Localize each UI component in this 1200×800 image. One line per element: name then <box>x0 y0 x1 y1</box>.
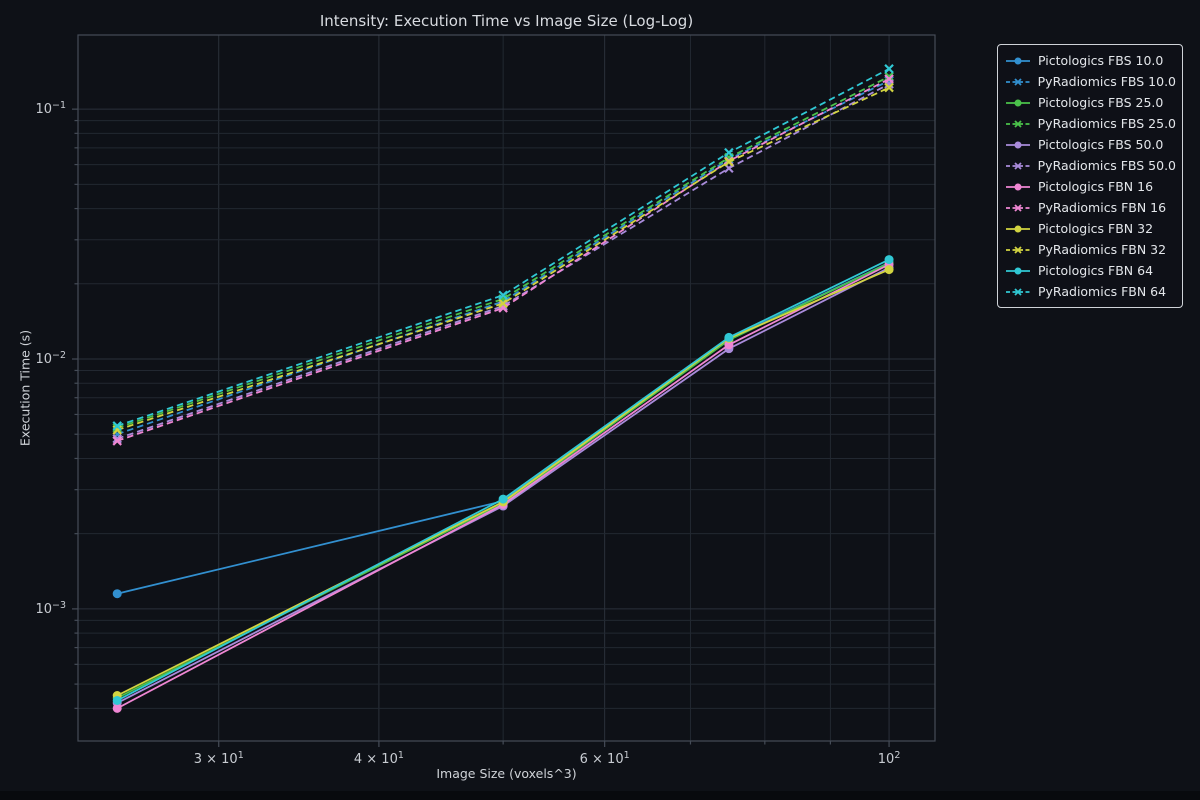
series-line <box>116 266 890 704</box>
solid-line-circle-marker-icon <box>1006 57 1030 64</box>
tick-label: 3 × 101 <box>194 750 244 767</box>
solid-line-circle-marker-icon <box>1006 225 1030 232</box>
series-pictologics-fbn-64 <box>112 255 894 705</box>
tick-label: 10−1 <box>35 100 66 117</box>
legend-item-pictologics-fbs-50-0: Pictologics FBS 50.0 <box>1005 134 1176 155</box>
legend-item-label: Pictologics FBS 10.0 <box>1038 53 1164 68</box>
legend-item-label: PyRadiomics FBN 64 <box>1038 284 1167 299</box>
legend-item-pictologics-fbn-16: Pictologics FBN 16 <box>1005 176 1176 197</box>
legend-item-label: PyRadiomics FBS 50.0 <box>1037 158 1176 173</box>
tick-label: 102 <box>878 750 901 767</box>
tick-label: 6 × 101 <box>580 750 630 767</box>
data-point-marker <box>884 74 894 84</box>
data-point-marker <box>724 340 734 350</box>
plot-spines <box>77 34 936 742</box>
data-point-marker <box>112 703 122 713</box>
legend: Pictologics FBS 10.0 PyRadiomics FBS 10.0… <box>997 44 1183 308</box>
legend-item-label: PyRadiomics FBS 10.0 <box>1037 74 1176 89</box>
solid-line-circle-marker-icon <box>1006 267 1030 274</box>
data-point-marker <box>112 695 122 705</box>
legend-item-pyradiomics-fbn-16: PyRadiomics FBN 16 <box>1005 197 1176 218</box>
data-point-marker <box>112 436 122 446</box>
dashed-line-x-marker-icon <box>1006 203 1030 212</box>
legend-item-pyradiomics-fbs-25-0: PyRadiomics FBS 25.0 <box>1005 113 1176 134</box>
legend-item-label: Pictologics FBN 32 <box>1038 221 1154 236</box>
dashed-line-x-marker-icon <box>1006 119 1030 128</box>
legend-item-label: Pictologics FBS 25.0 <box>1038 95 1164 110</box>
tick-label: 10−2 <box>35 350 66 367</box>
legend-item-pyradiomics-fbs-50-0: PyRadiomics FBS 50.0 <box>1005 155 1176 176</box>
legend-item-label: PyRadiomics FBS 25.0 <box>1037 116 1176 131</box>
data-point-marker <box>884 82 894 93</box>
chart-title: Intensity: Execution Time vs Image Size … <box>319 12 694 30</box>
legend-item-pictologics-fbn-32: Pictologics FBN 32 <box>1005 218 1176 239</box>
solid-line-circle-marker-icon <box>1006 183 1030 190</box>
data-point-marker <box>112 433 122 444</box>
x-axis-label: Image Size (voxels^3) <box>436 766 577 781</box>
tick-label: 4 × 101 <box>354 750 404 767</box>
solid-line-circle-marker-icon <box>1006 141 1030 148</box>
series-line <box>116 75 890 429</box>
series-line <box>116 258 890 702</box>
data-point-marker <box>884 255 894 265</box>
data-point-marker <box>724 147 734 158</box>
data-point-marker <box>884 265 894 275</box>
data-point-marker <box>884 71 894 82</box>
legend-item-label: Pictologics FBS 50.0 <box>1038 137 1164 152</box>
legend-item-label: Pictologics FBN 64 <box>1038 263 1154 278</box>
data-point-marker <box>112 589 122 599</box>
data-point-marker <box>498 494 508 504</box>
data-point-marker <box>498 290 508 300</box>
legend-item-label: PyRadiomics FBN 32 <box>1038 242 1167 257</box>
series-line <box>116 79 890 436</box>
legend-item-pyradiomics-fbn-64: PyRadiomics FBN 64 <box>1005 281 1176 302</box>
legend-item-label: Pictologics FBN 16 <box>1038 179 1154 194</box>
legend-item-pyradiomics-fbs-10-0: PyRadiomics FBS 10.0 <box>1005 71 1176 92</box>
series-pyradiomics-fbn-32 <box>112 82 894 435</box>
series-line <box>116 86 890 431</box>
series-line <box>116 83 890 440</box>
data-point-marker <box>884 64 894 74</box>
data-point-marker <box>724 157 734 167</box>
data-point-marker <box>724 332 734 342</box>
data-point-marker <box>498 298 508 309</box>
series-line <box>116 268 890 697</box>
legend-item-pictologics-fbn-64: Pictologics FBN 64 <box>1005 260 1176 281</box>
legend-item-pictologics-fbs-25-0: Pictologics FBS 25.0 <box>1005 92 1176 113</box>
legend-item-label: PyRadiomics FBN 16 <box>1038 200 1167 215</box>
legend-item-pictologics-fbs-10-0: Pictologics FBS 10.0 <box>1005 50 1176 71</box>
dashed-line-x-marker-icon <box>1006 77 1030 86</box>
series-pyradiomics-fbn-64 <box>112 64 894 431</box>
dashed-line-x-marker-icon <box>1006 287 1030 296</box>
x-axis: 3 × 101 4 × 101 6 × 101 102 <box>194 741 901 767</box>
dashed-line-x-marker-icon <box>1006 245 1030 254</box>
y-axis: 10−1 10−2 10−3 <box>35 100 78 709</box>
series-line <box>116 78 890 442</box>
solid-line-circle-marker-icon <box>1006 99 1030 106</box>
gridlines <box>78 35 935 741</box>
legend-item-pyradiomics-fbn-32: PyRadiomics FBN 32 <box>1005 239 1176 260</box>
data-point-marker <box>112 421 122 431</box>
series-line <box>116 68 890 427</box>
dashed-line-x-marker-icon <box>1006 161 1030 170</box>
tick-label: 10−3 <box>35 600 66 617</box>
